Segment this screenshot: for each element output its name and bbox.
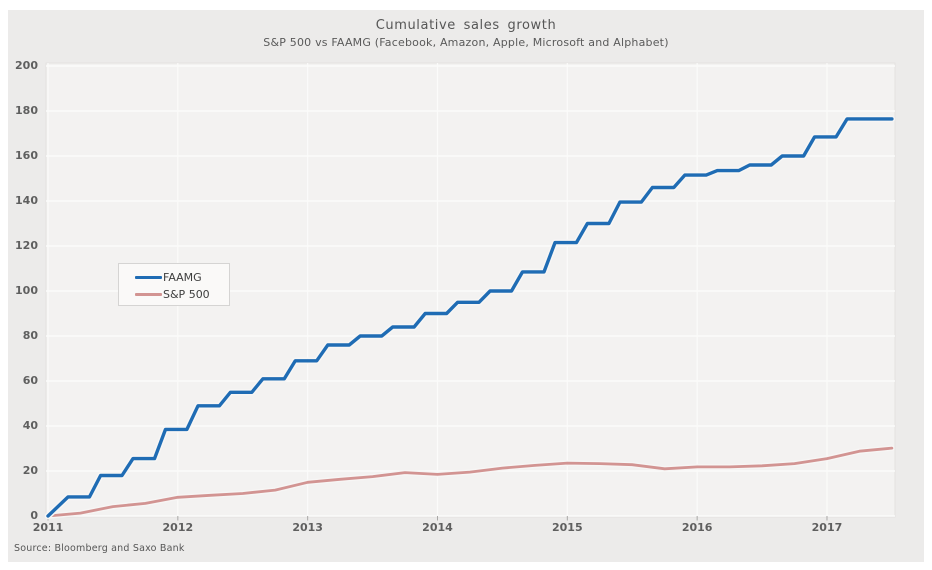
faamg-line: [46, 117, 894, 518]
y-tick-label: 100: [15, 284, 38, 297]
y-tick-label: 180: [15, 104, 38, 117]
x-tick-label: 2016: [681, 521, 713, 534]
y-tick-label: 0: [30, 509, 38, 522]
legend-swatch-sp500: [135, 293, 162, 296]
y-tick-label: 160: [15, 149, 38, 162]
chart-title: Cumulative sales growth: [375, 18, 557, 33]
legend-item: S&P 500: [135, 286, 229, 303]
y-tick-label: 120: [15, 239, 38, 252]
legend: FAAMG S&P 500: [118, 263, 230, 306]
x-tick-label: 2011: [32, 521, 64, 534]
x-tick-label: 2015: [552, 521, 583, 534]
x-tick-label: 2017: [811, 521, 843, 534]
x-tick-label: 2014: [422, 521, 453, 534]
legend-label: S&P 500: [163, 288, 210, 301]
source-note: Source: Bloomberg and Saxo Bank: [14, 543, 185, 554]
legend-swatch-faamg: [135, 276, 162, 279]
y-tick-label: 200: [15, 59, 38, 72]
chart-subtitle: S&P 500 vs FAAMG (Facebook, Amazon, Appl…: [263, 36, 669, 49]
legend-label: FAAMG: [163, 271, 202, 284]
legend-item: FAAMG: [135, 269, 229, 286]
x-tick-label: 2012: [162, 521, 194, 534]
sp500-line: [46, 446, 894, 518]
x-tick-label: 2013: [292, 521, 323, 534]
y-tick-label: 40: [22, 419, 38, 432]
y-tick-label: 140: [15, 194, 38, 207]
y-tick-label: 20: [22, 464, 38, 477]
y-tick-label: 60: [22, 374, 38, 387]
y-tick-label: 80: [22, 329, 38, 342]
